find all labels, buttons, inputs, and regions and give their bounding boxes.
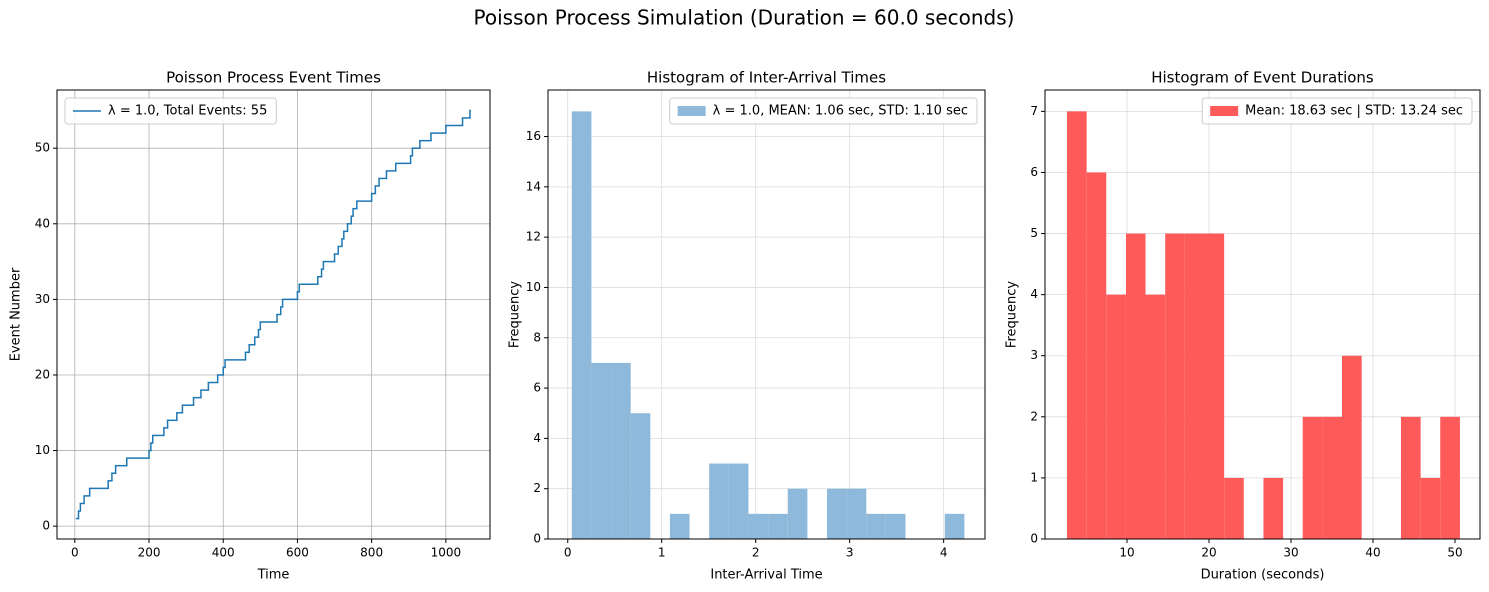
bar xyxy=(885,513,906,539)
bar xyxy=(669,513,690,539)
bar xyxy=(748,513,769,539)
x-tick-label: 20 xyxy=(1201,546,1216,560)
x-tick-label: 0 xyxy=(564,546,572,560)
y-tick-label: 14 xyxy=(526,179,541,193)
legend-box xyxy=(669,97,978,125)
x-tick-label: 1000 xyxy=(431,546,462,560)
bar xyxy=(1184,233,1205,540)
axes-frame xyxy=(547,89,986,540)
bar xyxy=(1302,416,1323,539)
bar xyxy=(1086,172,1107,539)
x-tick-label: 40 xyxy=(1365,546,1380,560)
x-tick-label: 1 xyxy=(658,546,666,560)
legend: λ = 1.0, Total Events: 55 xyxy=(64,97,277,125)
bar xyxy=(866,513,886,539)
legend-handle xyxy=(677,106,706,116)
legend-label: λ = 1.0, MEAN: 1.06 sec, STD: 1.10 sec xyxy=(713,104,968,119)
y-tick-label: 10 xyxy=(35,443,50,457)
y-axis-label: Frequency xyxy=(508,281,523,348)
bar xyxy=(1440,416,1460,539)
x-tick-label: 600 xyxy=(286,546,309,560)
x-axis-label: Duration (seconds) xyxy=(1201,568,1325,583)
x-tick-label: 4 xyxy=(940,546,948,560)
bar xyxy=(787,488,808,539)
legend-label: λ = 1.0, Total Events: 55 xyxy=(108,104,267,119)
bar xyxy=(709,463,729,539)
x-tick-label: 400 xyxy=(212,546,235,560)
y-tick-label: 3 xyxy=(1030,348,1038,362)
subplot: 0 200 400 600 800 1000 0 10 20 30 40 50 Poisson Proc… xyxy=(9,69,491,583)
y-tick-label: 0 xyxy=(42,519,50,533)
bar xyxy=(1400,416,1421,539)
y-tick-label: 2 xyxy=(1030,409,1038,423)
y-axis-label: Event Number xyxy=(9,267,24,361)
subplot-title: Poisson Process Event Times xyxy=(166,69,381,87)
bar xyxy=(827,488,847,539)
y-tick-label: 7 xyxy=(1030,104,1038,118)
y-tick-label: 40 xyxy=(35,216,50,230)
y-tick-label: 0 xyxy=(533,532,541,546)
x-tick-label: 0 xyxy=(71,546,79,560)
y-tick-label: 4 xyxy=(1030,287,1038,301)
y-axis-label: Frequency xyxy=(1005,281,1020,348)
bar xyxy=(1066,111,1087,539)
legend-label: Mean: 18.63 sec | STD: 13.24 sec xyxy=(1245,104,1463,119)
legend: λ = 1.0, MEAN: 1.06 sec, STD: 1.10 sec xyxy=(669,97,978,125)
bar xyxy=(1420,477,1441,539)
y-tick-label: 5 xyxy=(1030,226,1038,240)
bar xyxy=(630,413,651,539)
bar xyxy=(591,362,612,539)
legend-box xyxy=(1201,97,1473,125)
bar xyxy=(1341,355,1362,539)
bar xyxy=(1106,294,1126,539)
bar xyxy=(1165,233,1185,540)
y-tick-label: 8 xyxy=(533,330,541,344)
y-tick-label: 4 xyxy=(533,431,541,445)
x-tick-label: 2 xyxy=(752,546,760,560)
y-tick-label: 2 xyxy=(533,481,541,495)
subplot-title: Histogram of Event Durations xyxy=(1151,69,1374,87)
axes-frame xyxy=(1044,89,1481,540)
legend: Mean: 18.63 sec | STD: 13.24 sec xyxy=(1201,97,1473,125)
legend-box xyxy=(64,97,277,125)
bar xyxy=(728,463,749,539)
bar xyxy=(611,362,631,539)
bar xyxy=(1322,416,1342,539)
x-tick-label: 50 xyxy=(1447,546,1462,560)
x-tick-label: 30 xyxy=(1283,546,1298,560)
y-tick-label: 1 xyxy=(1030,470,1038,484)
y-tick-label: 16 xyxy=(526,129,541,143)
legend-handle xyxy=(1210,106,1239,116)
x-axis-label: Inter-Arrival Time xyxy=(710,568,822,583)
bar xyxy=(1204,233,1225,540)
y-tick-label: 12 xyxy=(526,230,541,244)
subplot: 10 20 30 40 50 0 1 2 3 4 5 6 7 Histogram of Event Dur… xyxy=(1005,69,1481,583)
bar xyxy=(768,513,788,539)
bar xyxy=(1145,294,1166,539)
bar xyxy=(1263,477,1284,539)
y-tick-label: 10 xyxy=(526,280,541,294)
y-tick-label: 6 xyxy=(1030,165,1038,179)
subplot-title: Histogram of Inter-Arrival Times xyxy=(647,69,886,87)
y-tick-label: 30 xyxy=(35,292,50,306)
figure-title: Poisson Process Simulation (Duration = 6… xyxy=(474,6,1015,30)
bar xyxy=(1125,233,1146,540)
bar xyxy=(944,513,965,539)
x-tick-label: 200 xyxy=(138,546,161,560)
y-tick-label: 20 xyxy=(35,367,50,381)
y-tick-label: 0 xyxy=(1030,532,1038,546)
x-tick-label: 3 xyxy=(846,546,854,560)
y-tick-label: 50 xyxy=(35,141,50,155)
axes-frame xyxy=(56,89,491,540)
bar xyxy=(571,111,592,539)
bar xyxy=(846,488,867,539)
bar xyxy=(1224,477,1244,539)
x-axis-label: Time xyxy=(257,568,290,583)
x-tick-label: 800 xyxy=(360,546,383,560)
x-tick-label: 10 xyxy=(1119,546,1134,560)
y-tick-label: 6 xyxy=(533,381,541,395)
